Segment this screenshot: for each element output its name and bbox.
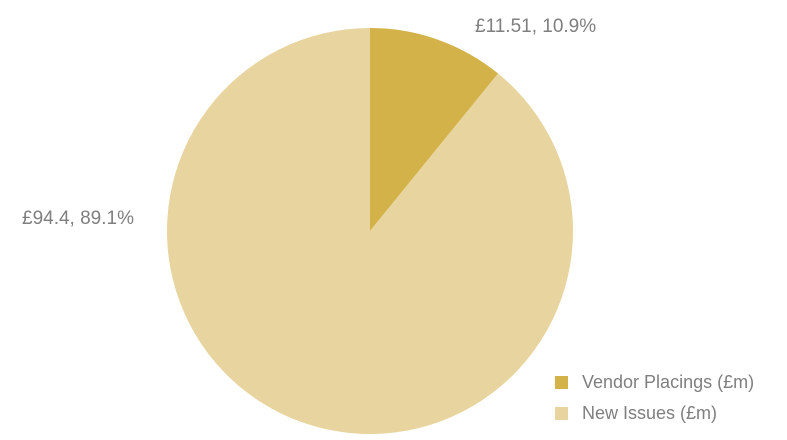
legend-item-new-issues: New Issues (£m) — [555, 401, 754, 426]
legend-swatch-vendor-placings — [555, 376, 568, 389]
pie-slice-vendor-placings — [370, 28, 499, 231]
legend-swatch-new-issues — [555, 407, 568, 420]
pie-slice-new-issues — [166, 28, 573, 435]
data-label-new-issues: £94.4, 89.1% — [22, 208, 134, 229]
legend-label-new-issues: New Issues (£m) — [582, 403, 718, 423]
pie-slices — [166, 28, 573, 435]
legend-item-vendor-placings: Vendor Placings (£m) — [555, 370, 754, 395]
legend-label-vendor-placings: Vendor Placings (£m) — [582, 372, 755, 392]
legend: Vendor Placings (£m) New Issues (£m) — [555, 370, 754, 432]
data-label-vendor-placings: £11.51, 10.9% — [475, 16, 596, 37]
